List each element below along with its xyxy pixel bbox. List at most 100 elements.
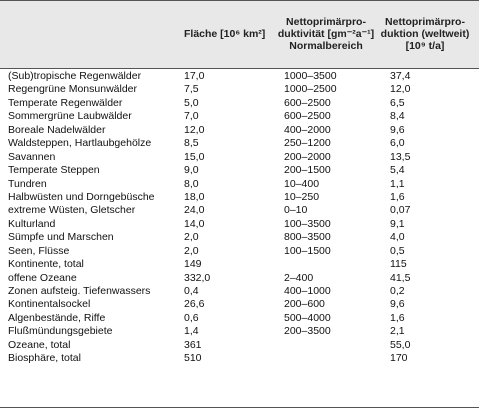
- row-area: 8,0: [184, 177, 199, 190]
- table-row: Kontinente, total 149 115: [0, 258, 479, 271]
- row-npp-range: 500–4000: [284, 311, 331, 324]
- row-npp-world: 9,1: [390, 217, 405, 230]
- row-area: 2,0: [184, 231, 199, 244]
- table-row: Sommergrüne Laubwälder 7,0 600–2500 8,4: [0, 110, 479, 123]
- row-name: Halbwüsten und Dorngebüsche: [8, 190, 155, 203]
- row-area: 17,0: [184, 70, 205, 82]
- table-row: Temperate Steppen 9,0 200–1500 5,4: [0, 164, 479, 177]
- table-row: Savannen 15,0 200–2000 13,5: [0, 151, 479, 164]
- row-npp-range: 600–2500: [284, 96, 331, 109]
- row-area: 5,0: [184, 96, 199, 109]
- row-name: Zonen aufsteig. Tiefenwassers: [8, 285, 151, 297]
- table-row: Kulturland 14,0 100–3500 9,1: [0, 218, 479, 231]
- row-npp-range: 400–1000: [284, 285, 331, 297]
- row-npp-range: 600–2500: [284, 110, 331, 123]
- table-row: Algenbestände, Riffe 0,6 500–4000 1,6: [0, 312, 479, 325]
- row-name: Tundren: [8, 177, 47, 190]
- row-npp-world: 6,5: [390, 96, 405, 109]
- row-name: Seen, Flüsse: [8, 244, 70, 257]
- row-npp-world: 41,5: [390, 271, 411, 284]
- table-row: Flußmündungsgebiete 1,4 200–3500 2,1: [0, 325, 479, 338]
- header-npp-world-line2: duktion (weltweit): [380, 28, 470, 40]
- table-row: Temperate Regenwälder 5,0 600–2500 6,5: [0, 97, 479, 110]
- row-area: 0,4: [184, 285, 199, 297]
- row-name: Flußmündungsgebiete: [8, 325, 113, 338]
- row-npp-world: 9,6: [390, 298, 405, 311]
- row-npp-world: 1,1: [390, 177, 405, 190]
- table-row: Regengrüne Monsunwälder 7,5 1000–2500 12,0: [0, 83, 479, 96]
- row-npp-world: 13,5: [390, 150, 411, 163]
- row-name: Kulturland: [8, 217, 56, 230]
- row-npp-range: 1000–3500: [284, 70, 337, 82]
- row-area: 26,6: [184, 298, 205, 311]
- row-npp-world: 2,1: [390, 325, 405, 338]
- header-npp-world-line3: [10⁹ t/a]: [405, 40, 445, 52]
- row-area: 12,0: [184, 123, 205, 136]
- row-area: 8,5: [184, 137, 199, 150]
- row-name: offene Ozeane: [8, 271, 77, 284]
- row-npp-range: 250–1200: [284, 137, 331, 150]
- row-area: 7,5: [184, 83, 199, 96]
- row-name: Kontinentalsockel: [8, 298, 91, 311]
- row-npp-world: 1,6: [390, 311, 405, 324]
- row-npp-range: 100–1500: [284, 244, 331, 257]
- header-npp-unit-line3: Normalbereich: [289, 40, 363, 52]
- row-npp-world: 9,6: [390, 123, 405, 136]
- row-name: Algenbestände, Riffe: [8, 311, 106, 324]
- row-name: Savannen: [8, 150, 56, 163]
- table-row: offene Ozeane 332,0 2–400 41,5: [0, 272, 479, 285]
- row-npp-world: 12,0: [390, 83, 411, 96]
- table-header: Fläche [10⁶ km²] Nettoprimärpro- duktivi…: [0, 0, 479, 68]
- row-name: (Sub)tropische Regenwälder: [8, 70, 142, 82]
- row-area: 18,0: [184, 190, 205, 203]
- row-area: 15,0: [184, 150, 205, 163]
- header-area: Fläche [10⁶ km²]: [184, 28, 266, 40]
- row-area: 14,0: [184, 217, 205, 230]
- row-area: 0,6: [184, 311, 199, 324]
- table-row: Tundren 8,0 10–400 1,1: [0, 178, 479, 191]
- row-name: Sommergrüne Laubwälder: [8, 110, 132, 123]
- header-npp-world-line1: Nettoprimärpro-: [385, 16, 465, 28]
- table-row: Halbwüsten und Dorngebüsche 18,0 10–250 1,6: [0, 191, 479, 204]
- row-npp-world: 8,4: [390, 110, 405, 123]
- row-npp-world: 0,07: [390, 204, 411, 217]
- row-npp-world: 4,0: [390, 231, 405, 244]
- row-npp-range: 800–3500: [284, 231, 331, 244]
- row-name: Temperate Steppen: [8, 164, 100, 177]
- row-npp-range: 100–3500: [284, 217, 331, 230]
- row-area: 2,0: [184, 244, 199, 257]
- table-row: Sümpfe und Marschen 2,0 800–3500 4,0: [0, 231, 479, 244]
- table-row: Waldsteppen, Hartlaubgehölze 8,5 250–1200 6…: [0, 137, 479, 150]
- row-npp-world: 55,0: [390, 338, 411, 351]
- row-npp-range: 200–2000: [284, 150, 331, 163]
- row-npp-world: 1,6: [390, 190, 405, 203]
- header-npp-unit-line1: Nettoprimärpro-: [286, 16, 366, 28]
- row-npp-range: 200–600: [284, 298, 325, 311]
- table-row: Biosphäre, total 510 170: [0, 352, 479, 365]
- row-area: 149: [184, 258, 202, 271]
- row-name: Waldsteppen, Hartlaubgehölze: [8, 137, 152, 150]
- row-npp-range: 10–400: [284, 177, 320, 190]
- row-npp-range: 10–250: [284, 190, 320, 203]
- row-npp-world: 0,2: [390, 285, 405, 297]
- row-name: Temperate Regenwälder: [8, 96, 123, 109]
- table-row: Ozeane, total 361 55,0: [0, 339, 479, 352]
- row-npp-world: 170: [390, 352, 408, 365]
- row-area: 7,0: [184, 110, 199, 123]
- top-rule: [0, 0, 479, 1]
- header-npp-world: Nettoprimärpro- duktion (weltweit) [10⁹ …: [373, 16, 477, 52]
- table-row: Kontinentalsockel 26,6 200–600 9,6: [0, 298, 479, 311]
- row-npp-range: 2–400: [284, 271, 314, 284]
- row-npp-range: 200–1500: [284, 164, 331, 177]
- table-row: (Sub)tropische Regenwälder 17,0 1000–3500 3…: [0, 70, 479, 83]
- header-npp-unit: Nettoprimärpro- duktivität [gm⁻²a⁻¹] Nor…: [276, 16, 376, 52]
- row-name: Regengrüne Monsunwälder: [8, 83, 137, 96]
- row-name: Kontinente, total: [8, 258, 84, 271]
- row-name: Sümpfe und Marschen: [8, 231, 114, 244]
- table-body: (Sub)tropische Regenwälder 17,0 1000–3500 3…: [0, 70, 479, 366]
- row-npp-range: 1000–2500: [284, 83, 337, 96]
- row-name: Ozeane, total: [8, 338, 71, 351]
- row-area: 510: [184, 352, 202, 365]
- row-area: 361: [184, 338, 202, 351]
